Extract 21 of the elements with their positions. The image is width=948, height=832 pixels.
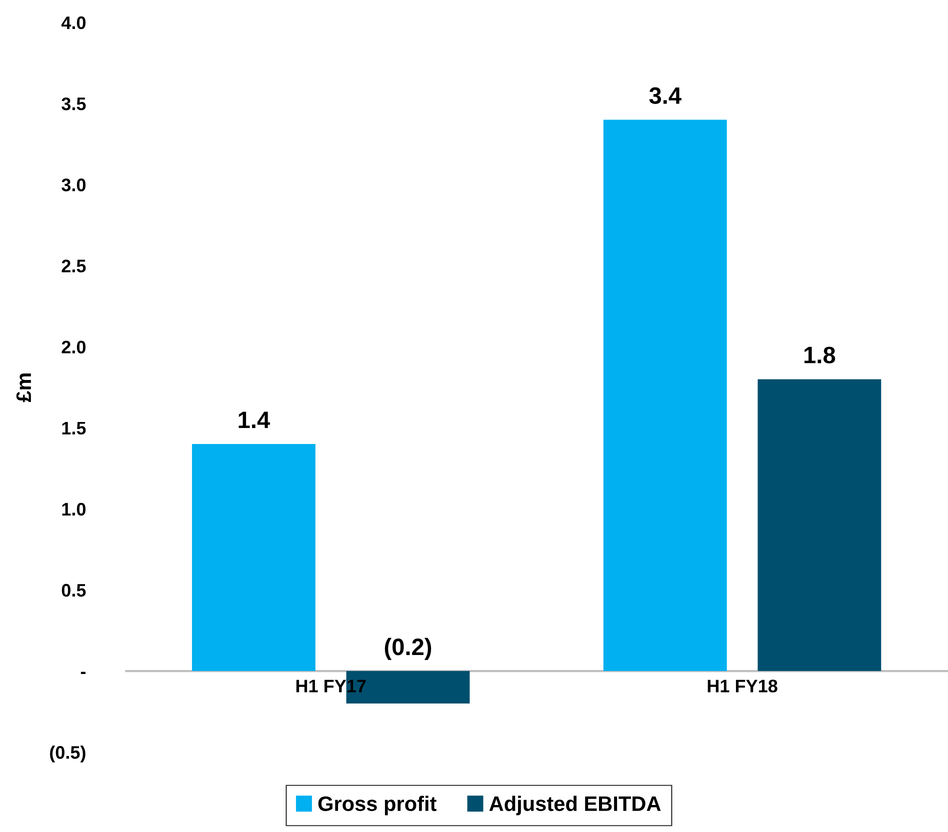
data-label: (0.2) bbox=[384, 638, 432, 660]
y-tick-label: 2.0 bbox=[62, 340, 86, 354]
y-tick-label: 3.0 bbox=[62, 178, 86, 192]
y-tick-label: 0.5 bbox=[62, 584, 86, 597]
x-tick-label: H1 FY18 bbox=[708, 680, 778, 692]
bar bbox=[192, 444, 316, 672]
legend-label: Gross profit bbox=[318, 796, 436, 816]
y-tick-label: - bbox=[80, 672, 86, 674]
y-tick-label: 1.5 bbox=[62, 422, 86, 435]
y-tick-label: 2.5 bbox=[62, 260, 86, 272]
y-tick-label: 1.0 bbox=[62, 502, 86, 516]
legend-label: Adjusted EBITDA bbox=[489, 796, 661, 816]
data-label: 1.8 bbox=[804, 346, 836, 364]
bar bbox=[603, 120, 727, 672]
y-axis-title: £m bbox=[16, 374, 31, 402]
data-label: 3.4 bbox=[649, 87, 682, 104]
y-tick-label: (0.5) bbox=[50, 746, 86, 762]
bar bbox=[758, 379, 882, 672]
y-tick-label: 3.5 bbox=[62, 97, 86, 110]
data-label: 1.4 bbox=[238, 412, 270, 428]
y-tick-label: 4.0 bbox=[61, 16, 86, 30]
